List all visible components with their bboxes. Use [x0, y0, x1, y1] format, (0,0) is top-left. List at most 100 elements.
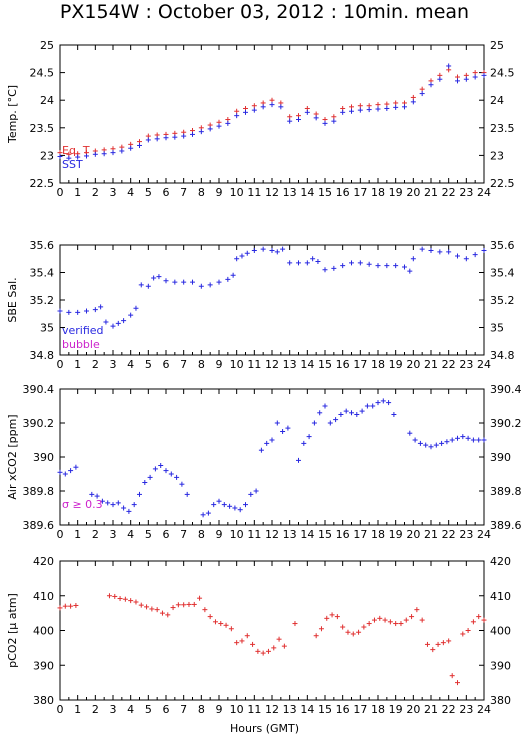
- y-tick-label-right: 390: [490, 659, 511, 672]
- x-tick-label: 6: [163, 528, 170, 541]
- x-tick-label: 9: [216, 528, 223, 541]
- y-tick-label-left: 389.6: [23, 519, 55, 532]
- legend-eqt: Eq. T: [62, 144, 90, 157]
- x-tick-label: 5: [145, 528, 152, 541]
- y-tick-label-right: 23.5: [490, 122, 515, 135]
- x-tick-label: 19: [389, 186, 403, 199]
- legend-verified: verified: [62, 324, 104, 337]
- y-axis-title: Temp. [°C]: [6, 85, 19, 144]
- x-tick-label: 7: [180, 703, 187, 716]
- legend-sst: SST: [62, 158, 83, 171]
- y-tick-label-left: 400: [33, 625, 54, 638]
- x-tick-label: 4: [127, 186, 134, 199]
- y-tick-label-right: 390: [490, 451, 511, 464]
- x-tick-label: 21: [424, 186, 438, 199]
- y-tick-label-right: 400: [490, 625, 511, 638]
- x-tick-label: 9: [216, 186, 223, 199]
- x-tick-label: 18: [371, 186, 385, 199]
- y-tick-label-left: 22.5: [30, 177, 55, 190]
- x-tick-label: 11: [247, 528, 261, 541]
- x-tick-label: 5: [145, 186, 152, 199]
- y-tick-label-right: 389.8: [490, 485, 522, 498]
- y-tick-label-right: 34.8: [490, 349, 515, 362]
- x-tick-label: 13: [283, 528, 297, 541]
- y-tick-label-left: 34.8: [30, 349, 55, 362]
- y-tick-label-right: 389.6: [490, 519, 522, 532]
- y-tick-label-left: 420: [33, 555, 54, 568]
- x-tick-label: 15: [318, 528, 332, 541]
- x-tick-label: 14: [300, 528, 314, 541]
- x-tick-label: 4: [127, 528, 134, 541]
- x-tick-label: 23: [459, 528, 473, 541]
- x-tick-label: 19: [389, 528, 403, 541]
- y-tick-label-left: 380: [33, 694, 54, 707]
- x-tick-label: 3: [110, 186, 117, 199]
- y-tick-label-left: 24: [40, 94, 54, 107]
- x-tick-label: 4: [127, 358, 134, 371]
- x-tick-label: 8: [198, 703, 205, 716]
- x-tick-label: 22: [442, 703, 456, 716]
- y-tick-label-left: 23.5: [30, 122, 55, 135]
- x-tick-label: 9: [216, 358, 223, 371]
- panel-frame-2: [59, 388, 485, 526]
- x-tick-label: 9: [216, 703, 223, 716]
- x-tick-label: 2: [92, 358, 99, 371]
- x-tick-label: 8: [198, 358, 205, 371]
- x-tick-label: 10: [230, 186, 244, 199]
- x-tick-label: 1: [74, 358, 81, 371]
- x-tick-label: 11: [247, 358, 261, 371]
- x-tick-label: 12: [265, 528, 279, 541]
- y-tick-label-right: 35.4: [490, 267, 515, 280]
- x-tick-label: 7: [180, 528, 187, 541]
- y-tick-label-right: 23: [490, 149, 504, 162]
- x-tick-label: 6: [163, 186, 170, 199]
- y-tick-label-right: 24: [490, 94, 504, 107]
- y-tick-label-left: 390.2: [23, 417, 55, 430]
- x-tick-label: 18: [371, 703, 385, 716]
- x-tick-label: 3: [110, 528, 117, 541]
- x-tick-label: 24: [477, 703, 491, 716]
- x-tick-label: 18: [371, 358, 385, 371]
- x-tick-label: 24: [477, 358, 491, 371]
- page-title: PX154W : October 03, 2012 : 10min. mean: [59, 1, 470, 23]
- x-tick-label: 1: [74, 703, 81, 716]
- x-tick-label: 17: [353, 358, 367, 371]
- y-tick-label-left: 35.4: [30, 267, 55, 280]
- x-tick-label: 15: [318, 703, 332, 716]
- x-tick-label: 23: [459, 186, 473, 199]
- x-tick-label: 4: [127, 703, 134, 716]
- x-tick-label: 12: [265, 186, 279, 199]
- x-tick-label: 13: [283, 358, 297, 371]
- x-tick-label: 14: [300, 703, 314, 716]
- y-axis-title: Air xCO2 [ppm]: [6, 414, 19, 499]
- x-tick-label: 20: [406, 358, 420, 371]
- y-tick-label-right: 22.5: [490, 177, 515, 190]
- x-tick-label: 12: [265, 703, 279, 716]
- x-tick-label: 13: [283, 186, 297, 199]
- x-tick-label: 16: [336, 703, 350, 716]
- x-axis-title: Hours (GMT): [229, 722, 300, 735]
- x-tick-label: 0: [57, 703, 64, 716]
- y-tick-label-right: 380: [490, 694, 511, 707]
- x-tick-label: 17: [353, 528, 367, 541]
- x-tick-label: 14: [300, 186, 314, 199]
- x-tick-label: 5: [145, 703, 152, 716]
- x-tick-label: 2: [92, 186, 99, 199]
- x-tick-label: 18: [371, 528, 385, 541]
- sigma-annotation: σ ≥ 0.3: [62, 498, 103, 511]
- x-tick-label: 21: [424, 703, 438, 716]
- y-tick-label-left: 410: [33, 590, 54, 603]
- y-tick-label-right: 24.5: [490, 67, 515, 80]
- x-tick-label: 16: [336, 358, 350, 371]
- y-tick-label-left: 23: [40, 149, 54, 162]
- y-tick-label-right: 410: [490, 590, 511, 603]
- y-tick-label-right: 390.4: [490, 383, 522, 396]
- x-tick-label: 13: [283, 703, 297, 716]
- x-tick-label: 16: [336, 186, 350, 199]
- x-tick-label: 8: [198, 186, 205, 199]
- panel-frame-1: [59, 244, 485, 356]
- x-tick-label: 1: [74, 528, 81, 541]
- y-tick-label-right: 35.6: [490, 239, 515, 252]
